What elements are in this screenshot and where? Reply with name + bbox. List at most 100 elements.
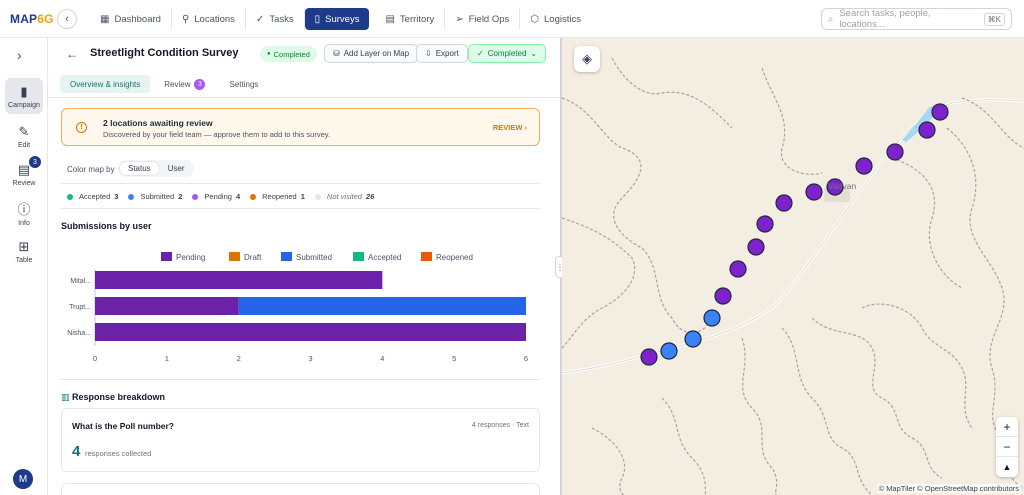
survey-panel: ← Streetlight Condition Survey ● Complete…	[48, 38, 560, 495]
clipboard-icon: ▮	[20, 83, 28, 99]
back-icon[interactable]: ‹	[57, 9, 77, 29]
layers-button[interactable]: ◈	[574, 46, 600, 72]
nav-tasks[interactable]: ✓ Tasks	[246, 8, 305, 30]
sidebar-item-review[interactable]: ▤ Review 3	[5, 156, 43, 192]
check-icon: ✓	[255, 13, 265, 25]
box-icon: ⬡	[530, 13, 540, 25]
legend-label-pending: Pending	[176, 253, 205, 262]
export-button[interactable]: ⇩ Export	[416, 44, 468, 63]
status-dropdown[interactable]: ✓ Completed ⌄	[468, 44, 547, 63]
bar-pending[interactable]	[95, 323, 526, 341]
nav-field-ops[interactable]: ➢ Field Ops	[445, 8, 521, 30]
review-alert: ! 2 locations awaiting review Discovered…	[61, 108, 540, 146]
legend-swatch-submitted[interactable]	[281, 252, 292, 261]
boundaries	[562, 57, 1024, 495]
global-search[interactable]: ⌕ Search tasks, people, locations... ⌘K	[821, 8, 1012, 30]
tab-overview[interactable]: Overview & insights	[60, 75, 151, 93]
sidebar-item-table[interactable]: ⊞ Table	[15, 238, 33, 264]
search-icon: ⌕	[828, 13, 834, 25]
response-meta: 4 responses · Text	[471, 422, 529, 429]
expand-sidebar-icon[interactable]: ›	[17, 47, 22, 63]
tab-review[interactable]: Review 3	[154, 75, 215, 93]
main-nav: ▦ Dashboard ⚲ Locations ✓ Tasks ▯ Surveys ▤ T…	[90, 8, 591, 30]
map-marker-pending[interactable]	[886, 143, 904, 161]
top-bar: MAP6G ‹ ▦ Dashboard ⚲ Locations ✓ Tasks ▯ Su…	[0, 0, 1024, 38]
nav-surveys[interactable]: ▯ Surveys	[304, 8, 370, 30]
map-marker-pending[interactable]	[747, 238, 765, 256]
y-tick-label: Trupt...	[69, 304, 91, 311]
map-marker-pending[interactable]	[931, 103, 949, 121]
map-marker-submitted[interactable]	[684, 330, 702, 348]
review-link[interactable]: REVIEW ›	[492, 123, 528, 132]
map-marker-pending[interactable]	[640, 348, 658, 366]
nav-territory[interactable]: ▤ Territory	[375, 8, 446, 30]
chevron-right-icon: ›	[524, 123, 528, 132]
back-arrow-icon[interactable]: ←	[66, 47, 78, 61]
color-map-toggle: Status User	[118, 160, 194, 177]
info-icon: ⓘ	[17, 202, 31, 217]
y-tick-label: Nisha...	[67, 330, 91, 337]
legend-swatch-reopened[interactable]	[421, 252, 432, 261]
map-marker-pending[interactable]	[918, 121, 936, 139]
legend-divider	[61, 183, 540, 184]
response-card[interactable]: What is the Poll number? 4 responses · T…	[61, 408, 540, 472]
map-marker-submitted[interactable]	[660, 342, 678, 360]
tab-settings[interactable]: Settings	[229, 79, 259, 89]
chart-divider	[61, 379, 540, 380]
legend-label-accepted: Accepted	[368, 253, 401, 262]
alert-icon: !	[76, 122, 87, 133]
left-sidebar: › ▮ Campaign ✎ Edit ▤ Review 3 ⓘ Info ⊞ …	[0, 38, 48, 495]
legend-label-draft: Draft	[244, 253, 262, 262]
avatar[interactable]: M	[13, 469, 33, 489]
sidebar-item-edit[interactable]: ✎ Edit	[17, 123, 31, 149]
nav-dashboard[interactable]: ▦ Dashboard	[90, 8, 172, 30]
bar-pending[interactable]	[95, 271, 383, 289]
bar-pending[interactable]	[95, 297, 239, 315]
map-marker-pending[interactable]	[714, 287, 732, 305]
zoom-out-button[interactable]: −	[996, 437, 1018, 457]
check-icon: ✓	[477, 49, 484, 58]
app-logo[interactable]: MAP6G	[10, 12, 54, 26]
survey-points	[640, 103, 949, 366]
sidebar-item-campaign[interactable]: ▮ Campaign	[5, 78, 43, 114]
search-input[interactable]: Search tasks, people, locations...	[839, 8, 931, 30]
zoom-in-button[interactable]: +	[996, 417, 1018, 437]
clipboard-icon: ▯	[314, 13, 321, 25]
accepted-dot	[67, 193, 73, 200]
response-card-next[interactable]	[61, 483, 540, 495]
review-count-badge: 3	[194, 78, 206, 90]
map-marker-pending[interactable]	[805, 183, 823, 201]
map-marker-pending[interactable]	[826, 178, 844, 196]
nav-locations[interactable]: ⚲ Locations	[172, 8, 246, 30]
map-marker-pending[interactable]	[855, 157, 873, 175]
map-icon: ▤	[385, 13, 395, 25]
legend-swatch-draft[interactable]	[229, 252, 240, 261]
reopened-dot	[250, 193, 257, 200]
map-attribution: © MapTiler © OpenStreetMap contributors	[876, 484, 1021, 493]
grid-icon: ⊞	[18, 238, 30, 254]
map-marker-pending[interactable]	[756, 215, 774, 233]
bar-submitted[interactable]	[238, 297, 526, 315]
toggle-user[interactable]: User	[167, 164, 185, 173]
dashboard-icon: ▦	[100, 13, 110, 25]
add-layer-button[interactable]: ⛁ Add Layer on Map	[324, 44, 419, 63]
send-icon: ➢	[455, 13, 464, 25]
pin-icon: ⚲	[181, 13, 190, 25]
map-marker-pending[interactable]	[775, 194, 793, 212]
layers-icon: ⛁	[333, 49, 340, 58]
legend-swatch-pending[interactable]	[161, 252, 172, 261]
legend-swatch-accepted[interactable]	[353, 252, 364, 261]
compass-button[interactable]: ▲	[1002, 462, 1012, 472]
town-label: Vadvan	[828, 181, 857, 191]
map-marker-submitted[interactable]	[703, 309, 721, 327]
sidebar-item-info[interactable]: ⓘ Info	[5, 195, 43, 231]
not-visited-dot	[314, 193, 321, 200]
toggle-status[interactable]: Status	[119, 161, 160, 176]
chevron-down-icon: ⌄	[530, 49, 538, 58]
color-map-label: Color map by	[67, 165, 115, 174]
pending-dot	[192, 193, 199, 200]
map-marker-pending[interactable]	[729, 260, 747, 278]
submissions-title: Submissions by user	[61, 221, 152, 231]
map-view[interactable]: Vadvan ◈ + − ▲ © MapTiler © OpenStreetMa…	[562, 38, 1024, 495]
nav-logistics[interactable]: ⬡ Logistics	[530, 13, 581, 25]
